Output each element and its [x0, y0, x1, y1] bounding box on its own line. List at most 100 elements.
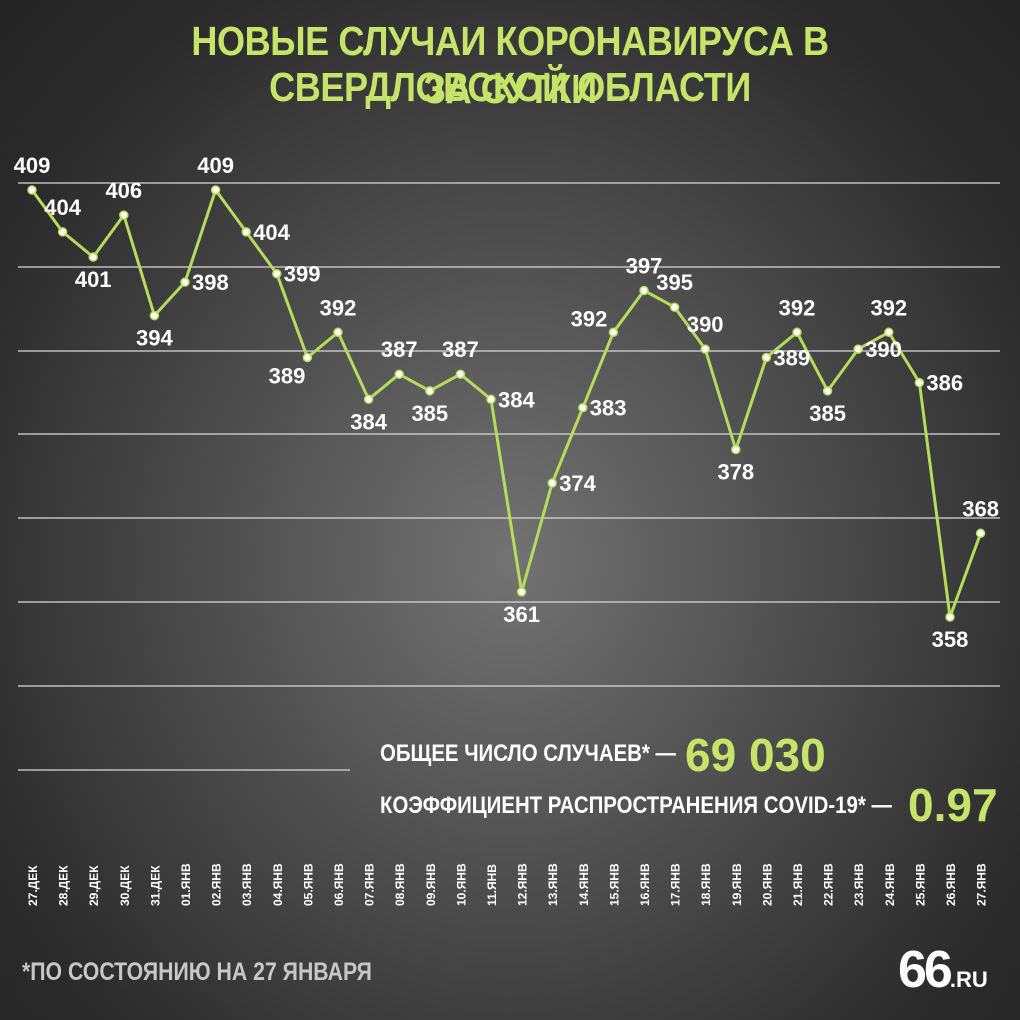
data-point-11: [363, 394, 374, 405]
x-tick-label-2: 29.ДЕК: [87, 865, 101, 906]
data-point-14: [455, 369, 466, 379]
data-point-18: [578, 402, 588, 413]
data-point-10: [333, 327, 343, 338]
data-label-10: 392: [320, 295, 357, 320]
footnote: *ПО СОСТОЯНИЮ НА 27 ЯНВАРЯ: [22, 958, 372, 986]
data-label-18: 383: [590, 396, 627, 421]
data-label-30: 358: [932, 627, 969, 652]
x-tick-label-5: 01.ЯНВ: [179, 863, 193, 906]
data-point-2: [88, 252, 98, 262]
data-point-9: [302, 352, 313, 363]
chart-title-line1: НОВЫЕ СЛУЧАИ КОРОНАВИРУСА В СВЕРДЛОВСКОЙ…: [191, 18, 829, 110]
x-tick-label-1: 28.ДЕК: [57, 865, 71, 906]
data-point-20: [639, 285, 649, 296]
logo-suffix: .RU: [949, 967, 988, 992]
total-cases-label: ОБЩЕЕ ЧИСЛО СЛУЧАЕВ* —: [380, 740, 676, 767]
x-tick-label-9: 05.ЯНВ: [301, 863, 315, 906]
x-tick-label-23: 19.ЯНВ: [730, 863, 744, 906]
x-tick-label-0: 27.ДЕК: [26, 865, 40, 906]
data-point-8: [272, 268, 282, 279]
x-tick-label-30: 26.ЯНВ: [944, 863, 958, 906]
data-point-25: [792, 327, 802, 338]
data-point-1: [57, 227, 68, 237]
data-point-28: [884, 327, 894, 338]
data-label-23: 378: [717, 460, 754, 485]
data-label-31: 368: [962, 496, 999, 521]
data-point-26: [822, 386, 833, 396]
x-tick-label-12: 08.ЯНВ: [393, 863, 407, 906]
data-point-13: [425, 386, 435, 396]
x-tick-label-7: 03.ЯНВ: [240, 863, 254, 906]
x-tick-label-28: 24.ЯНВ: [883, 863, 897, 906]
data-label-28: 392: [870, 295, 907, 320]
data-point-0: [27, 185, 37, 195]
spread-rate-stat: КОЭФФИЦИЕНТ РАСПРОСТРАНЕНИЯ COVID-19* — …: [380, 779, 998, 831]
data-point-27: [853, 344, 863, 354]
data-label-6: 409: [197, 153, 234, 178]
x-tick-label-24: 20.ЯНВ: [760, 863, 774, 906]
data-point-31: [975, 528, 986, 539]
spread-rate-value: 0.97: [908, 779, 998, 831]
x-tick-label-26: 22.ЯНВ: [822, 863, 836, 906]
data-label-27: 390: [865, 337, 902, 362]
data-label-9: 389: [269, 364, 306, 389]
data-point-4: [149, 310, 160, 321]
data-label-13: 385: [411, 401, 448, 426]
data-label-15: 384: [498, 387, 535, 412]
data-label-2: 401: [75, 267, 112, 292]
data-label-4: 394: [136, 326, 173, 351]
spread-rate-label: КОЭФФИЦИЕНТ РАСПРОСТРАНЕНИЯ COVID-19* —: [380, 792, 892, 819]
x-tick-label-11: 07.ЯНВ: [363, 863, 377, 906]
data-point-23: [731, 444, 741, 455]
total-cases-value: 69 030: [685, 729, 826, 781]
x-tick-label-17: 13.ЯНВ: [546, 863, 560, 906]
data-label-1: 404: [44, 195, 81, 220]
data-point-22: [700, 344, 710, 354]
x-tick-label-27: 23.ЯНВ: [852, 863, 866, 906]
x-tick-label-20: 16.ЯНВ: [638, 863, 652, 906]
data-point-29: [914, 377, 925, 388]
data-label-11: 384: [350, 409, 387, 434]
data-label-16: 361: [503, 602, 540, 627]
data-label-7: 404: [253, 220, 290, 245]
x-tick-label-22: 18.ЯНВ: [699, 863, 713, 906]
data-point-6: [210, 185, 221, 195]
site-logo: 66.RU: [898, 940, 988, 1000]
x-tick-label-18: 14.ЯНВ: [577, 863, 591, 906]
data-label-22: 390: [687, 312, 724, 337]
data-label-3: 406: [105, 178, 142, 203]
x-tick-label-25: 21.ЯНВ: [791, 863, 805, 906]
total-cases-stat: ОБЩЕЕ ЧИСЛО СЛУЧАЕВ* — 69 030: [380, 729, 826, 781]
data-label-26: 385: [809, 401, 846, 426]
x-tick-label-13: 09.ЯНВ: [424, 863, 438, 906]
x-tick-label-15: 11.ЯНВ: [485, 864, 499, 906]
data-point-24: [761, 352, 772, 363]
data-label-21: 395: [656, 270, 693, 295]
data-point-3: [119, 210, 129, 220]
data-point-12: [394, 369, 404, 379]
data-label-20: 397: [626, 254, 663, 279]
x-tick-label-21: 17.ЯНВ: [669, 863, 683, 906]
x-tick-label-31: 27.ЯНВ: [975, 863, 989, 906]
data-label-12: 387: [381, 337, 418, 362]
data-label-0: 409: [14, 153, 51, 178]
x-tick-label-16: 12.ЯНВ: [516, 863, 530, 906]
x-tick-label-3: 30.ДЕК: [118, 865, 132, 906]
data-label-25: 392: [779, 295, 816, 320]
data-label-29: 386: [926, 371, 963, 396]
x-tick-label-4: 31.ДЕК: [148, 865, 162, 906]
data-point-30: [945, 612, 955, 622]
x-tick-label-8: 04.ЯНВ: [271, 863, 285, 906]
logo-number: 66: [898, 941, 953, 999]
data-label-5: 398: [192, 270, 229, 295]
data-point-5: [180, 277, 190, 287]
data-point-16: [516, 587, 527, 597]
data-label-8: 399: [284, 262, 321, 287]
chart-title-line2: ЗА СУТКИ: [423, 66, 597, 112]
data-point-17: [547, 478, 557, 488]
x-tick-label-19: 15.ЯНВ: [607, 863, 621, 906]
data-point-15: [486, 394, 496, 405]
data-label-24: 389: [773, 346, 810, 371]
x-tick-label-6: 02.ЯНВ: [210, 863, 224, 906]
